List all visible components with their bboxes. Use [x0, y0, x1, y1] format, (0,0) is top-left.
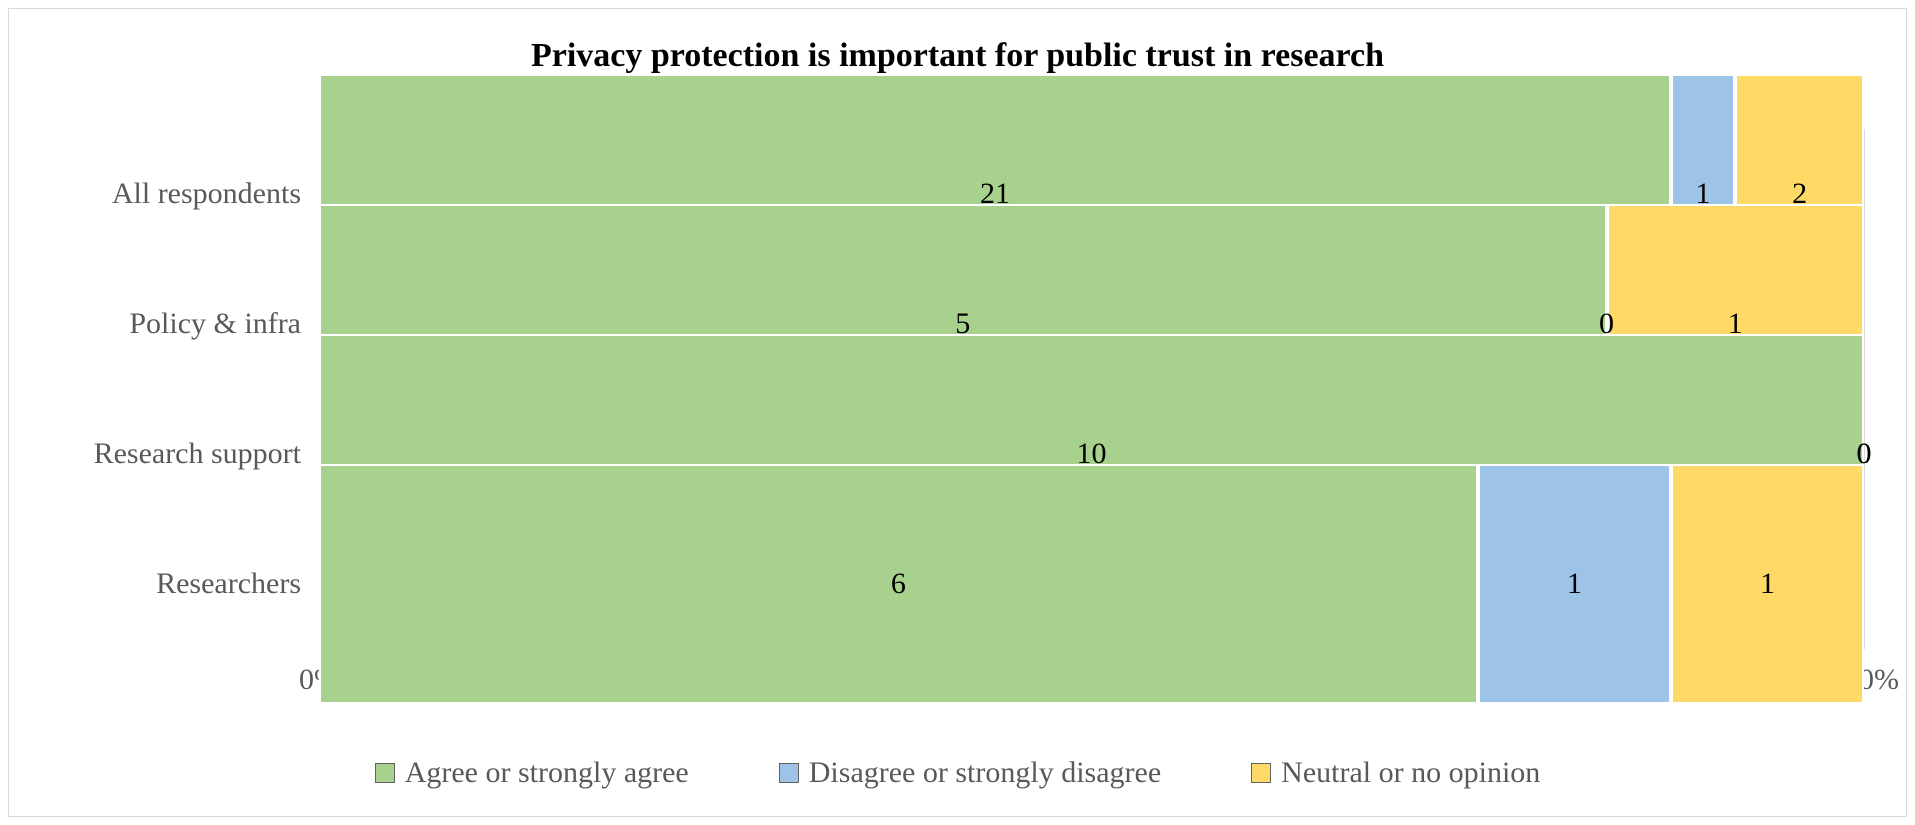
plot-area: 0%10%20%30%40%50%60%70%80%90%100%All res…: [319, 129, 1864, 649]
legend-label: Disagree or strongly disagree: [809, 756, 1161, 790]
legend-item: Agree or strongly agree: [375, 756, 689, 790]
y-category-label: All respondents: [112, 177, 319, 211]
bar-segment: 1: [1478, 464, 1671, 703]
legend-item: Neutral or no opinion: [1251, 756, 1540, 790]
bar-segment: 1: [1671, 464, 1864, 703]
chart-title: Privacy protection is important for publ…: [9, 37, 1906, 75]
bar-segment: 6: [319, 464, 1478, 703]
legend-swatch: [779, 763, 799, 783]
y-category-label: Researchers: [156, 567, 319, 601]
y-category-label: Policy & infra: [129, 307, 319, 341]
legend: Agree or strongly agree Disagree or stron…: [9, 756, 1906, 790]
bar-row: 611: [319, 464, 1864, 703]
legend-swatch: [1251, 763, 1271, 783]
legend-swatch: [375, 763, 395, 783]
y-category-label: Research support: [94, 437, 319, 471]
legend-label: Agree or strongly agree: [405, 756, 689, 790]
legend-item: Disagree or strongly disagree: [779, 756, 1161, 790]
legend-label: Neutral or no opinion: [1281, 756, 1540, 790]
gridline: [1864, 129, 1865, 649]
chart-frame: Privacy protection is important for publ…: [8, 8, 1907, 817]
